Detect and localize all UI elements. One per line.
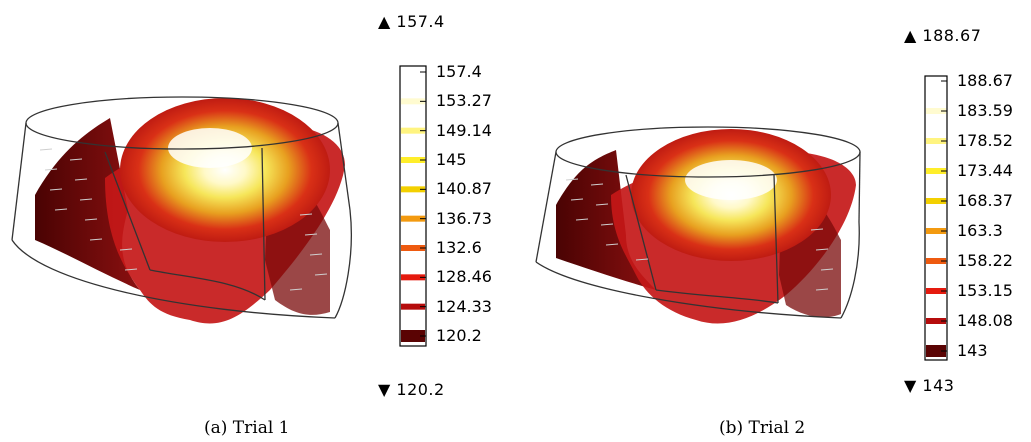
colorbar-tick-label: 132.6 bbox=[436, 238, 482, 257]
colorbar-swatch bbox=[926, 78, 946, 84]
colorbar-tick-label: 128.46 bbox=[436, 267, 492, 287]
velocity-arrows bbox=[39, 148, 328, 291]
colorbar-tick-label: 163.3 bbox=[957, 221, 1003, 240]
panel-trial-2: ▲ 188.67 188.67 183.59 178.52 173.44 168.37 1… bbox=[516, 0, 1031, 442]
surface-plot-trial-2 bbox=[535, 126, 861, 324]
velocity-arrows bbox=[565, 178, 834, 291]
colorbar-tick-label: 158.22 bbox=[957, 251, 1013, 270]
colorbar-swatch bbox=[401, 127, 425, 134]
hot-core bbox=[685, 160, 777, 200]
colorbar-swatch bbox=[401, 157, 425, 163]
colorbar-swatch bbox=[401, 330, 425, 342]
colorbar-tick-label: 183.59 bbox=[957, 101, 1013, 120]
colorbar-tick-label: 153.15 bbox=[957, 281, 1013, 300]
isosurface bbox=[120, 98, 330, 242]
caption-trial-2: (b) Trial 2 bbox=[719, 418, 806, 438]
surface-plot-trial-1 bbox=[11, 96, 352, 324]
colorbar-tick-label: 148.08 bbox=[957, 311, 1013, 330]
cylinder-wireframe bbox=[535, 126, 861, 319]
colorbar-tick-label: 157.4 bbox=[436, 62, 482, 81]
colorbar-trial-1 bbox=[399, 65, 427, 347]
colorbar-tick-label: 168.37 bbox=[957, 191, 1013, 210]
colorbar-tick-label: 178.52 bbox=[957, 131, 1013, 150]
colorbar-tick-label: 188.67 bbox=[957, 71, 1013, 90]
colorbar-tick-label: 173.44 bbox=[957, 161, 1013, 180]
colorbar-swatch bbox=[926, 288, 946, 294]
colorbar-min-label: ▼ 120.2 bbox=[378, 380, 445, 399]
colorbar-swatch bbox=[926, 168, 946, 174]
colorbar-swatch bbox=[926, 198, 946, 204]
colorbar-trial-2 bbox=[924, 75, 948, 361]
colorbar-tick-label: 149.14 bbox=[436, 120, 492, 140]
colorbar-tick-label: 153.27 bbox=[436, 91, 492, 111]
colorbar-swatch bbox=[926, 138, 946, 144]
colorbar-swatch bbox=[926, 108, 946, 114]
colorbar-swatch bbox=[401, 274, 425, 281]
colorbar-tick-label: 145 bbox=[436, 150, 467, 169]
colorbar-swatch bbox=[401, 69, 425, 75]
colorbar-tick-label: 143 bbox=[957, 341, 988, 360]
colorbar-swatch bbox=[401, 303, 425, 310]
colorbar-swatch bbox=[401, 215, 425, 222]
caption-trial-1: (a) Trial 1 bbox=[204, 418, 290, 438]
colorbar-swatch bbox=[401, 186, 425, 193]
colorbar-swatch bbox=[926, 345, 946, 357]
colorbar-tick-label: 120.2 bbox=[436, 326, 482, 345]
panel-trial-1: ▲ 157.4 157.4 153.27 149.14 145 140.87 136.73… bbox=[0, 0, 515, 442]
colorbar-tick-label: 136.73 bbox=[436, 208, 492, 228]
colorbar-tick-label: 140.87 bbox=[436, 179, 492, 199]
left-sheet bbox=[35, 118, 140, 290]
cylinder-wireframe bbox=[11, 96, 352, 319]
left-sheet bbox=[556, 150, 656, 290]
colorbar-swatch bbox=[926, 228, 946, 234]
colorbar-min-label: ▼ 143 bbox=[904, 376, 955, 395]
colorbar-swatch bbox=[926, 318, 946, 324]
colorbar-swatch bbox=[401, 98, 425, 105]
colorbar-swatch bbox=[401, 245, 425, 251]
colorbar-max-label: ▲ 157.4 bbox=[378, 12, 445, 31]
colorbar-swatch bbox=[926, 258, 946, 264]
colorbar-tick-label: 124.33 bbox=[436, 296, 492, 316]
colorbar-max-label: ▲ 188.67 bbox=[904, 26, 982, 45]
